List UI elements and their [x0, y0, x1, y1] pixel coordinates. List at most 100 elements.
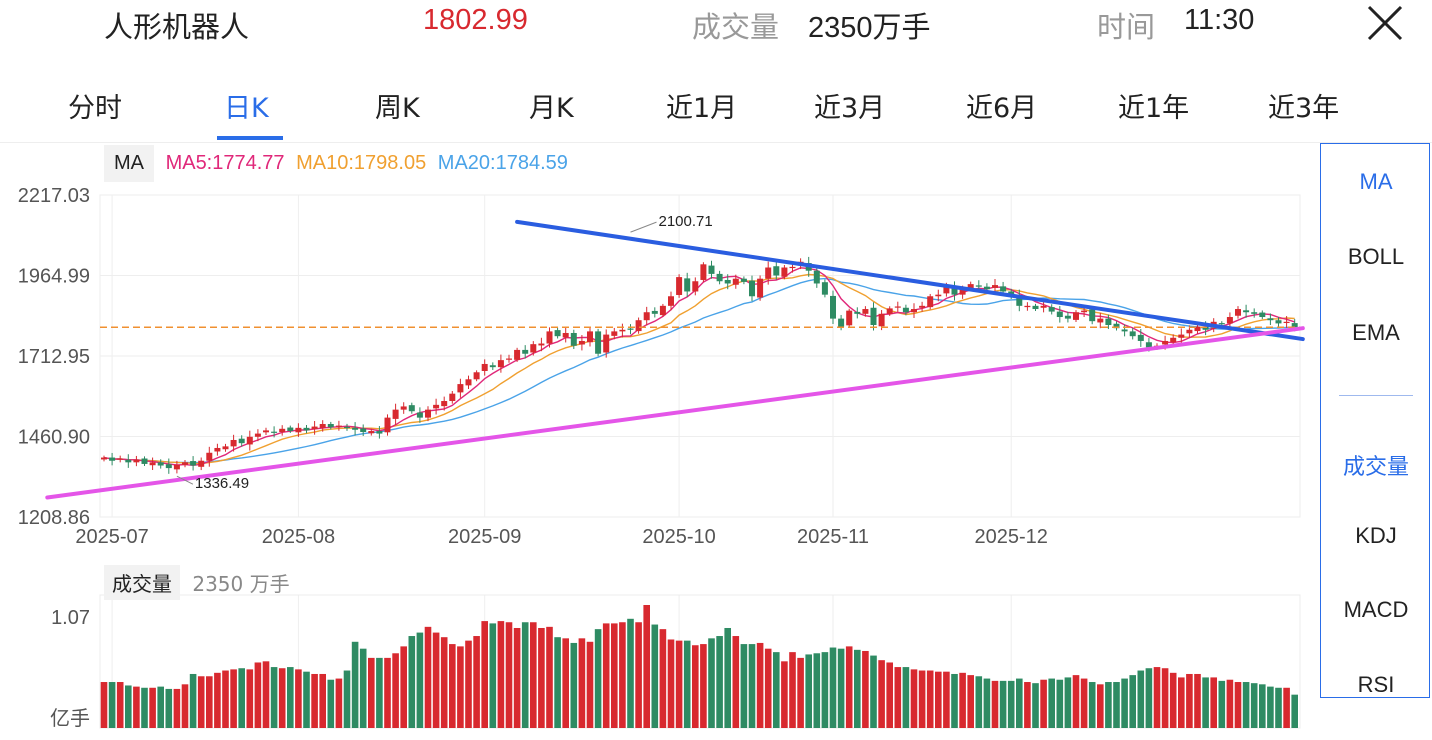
- candle-body: [1291, 323, 1298, 328]
- candle-body: [149, 462, 156, 466]
- indicator-rsi[interactable]: RSI: [1357, 672, 1395, 697]
- volume-bar: [432, 632, 440, 728]
- candle-body: [449, 393, 456, 402]
- candle-body: [627, 328, 634, 330]
- candle-body: [1243, 310, 1250, 313]
- candle-body: [692, 281, 699, 292]
- candle-body: [1259, 312, 1266, 318]
- tab-1-month[interactable]: 近1月: [666, 93, 738, 124]
- candle: [376, 426, 383, 439]
- tab-daily-k[interactable]: 日K: [224, 93, 269, 124]
- volume-bar: [368, 657, 375, 728]
- volume-bars: [100, 605, 1298, 728]
- candle-body: [117, 458, 124, 460]
- indicator-ma[interactable]: MA: [1359, 169, 1393, 194]
- candle: [457, 378, 464, 398]
- volume-bar: [643, 605, 650, 728]
- candle-body: [959, 289, 966, 295]
- candle-body: [1186, 329, 1193, 334]
- candle: [643, 306, 650, 326]
- ma5-line: [103, 267, 1295, 467]
- close-icon[interactable]: [1366, 4, 1404, 42]
- tab-weekly-k[interactable]: 周K: [375, 93, 420, 124]
- candle: [619, 323, 626, 338]
- volume-bar: [675, 640, 683, 728]
- candle-body: [271, 431, 278, 433]
- volume-bar: [700, 644, 707, 728]
- tab-intraday[interactable]: 分时: [68, 93, 122, 124]
- candle-body: [1226, 317, 1233, 324]
- candle: [700, 262, 707, 283]
- volume-bar: [619, 622, 626, 728]
- candle-body: [327, 424, 334, 428]
- candle: [1024, 302, 1031, 311]
- candle: [546, 327, 553, 348]
- volume-bar: [991, 680, 999, 728]
- candle-body: [141, 458, 148, 464]
- volume-legend: 成交量 2350 万手: [104, 565, 290, 600]
- candle: [271, 426, 278, 438]
- volume-bar: [173, 688, 181, 728]
- volume-y-tick: 1.07: [51, 607, 90, 629]
- indicator-ema[interactable]: EMA: [1352, 320, 1400, 345]
- volume-bar: [1097, 684, 1104, 728]
- candle: [449, 390, 456, 404]
- candle-body: [619, 329, 626, 332]
- volume-bar: [773, 652, 780, 728]
- volume-bar: [797, 657, 804, 728]
- candle: [109, 452, 116, 466]
- candle-body: [1032, 305, 1039, 310]
- candle-body: [1170, 337, 1177, 343]
- volume-bar: [254, 662, 262, 728]
- candle-body: [457, 384, 464, 393]
- volume-bar: [1226, 679, 1234, 728]
- candle-body: [732, 278, 739, 285]
- candle-body: [789, 266, 796, 269]
- candle: [1048, 304, 1055, 315]
- indicator-macd[interactable]: MACD: [1343, 597, 1409, 622]
- volume-bar: [918, 670, 926, 728]
- candle: [692, 277, 699, 296]
- indicator-boll[interactable]: BOLL: [1347, 244, 1405, 269]
- indicator-kdj[interactable]: KDJ: [1355, 523, 1397, 548]
- volume-bar: [805, 654, 812, 728]
- volume-bar: [1113, 682, 1120, 728]
- tab-monthly-k[interactable]: 月K: [529, 93, 574, 124]
- candle: [1040, 301, 1047, 313]
- candle: [716, 270, 723, 285]
- candle-body: [497, 360, 504, 368]
- candle-body: [465, 379, 472, 386]
- indicator-volume[interactable]: 成交量: [1342, 454, 1409, 479]
- candle-body: [222, 446, 229, 450]
- candle-body: [522, 349, 529, 354]
- candlestick-series: [101, 256, 1298, 474]
- high-price-label: 2100.71: [659, 213, 713, 230]
- tab-3-months[interactable]: 近3月: [814, 93, 886, 124]
- volume-bar: [1056, 679, 1064, 728]
- candle-body: [1056, 311, 1063, 318]
- tab-3-years[interactable]: 近3年: [1268, 93, 1340, 124]
- volume-bar: [1145, 668, 1153, 728]
- candle-body: [1178, 334, 1185, 338]
- candle-body: [384, 417, 391, 433]
- ma-legend: MA MA5:1774.77 MA10:1798.05 MA20:1784.59: [104, 145, 568, 183]
- volume-bar: [246, 669, 254, 728]
- volume-bar: [554, 637, 561, 728]
- ma10-line: [103, 273, 1295, 465]
- candle-body: [927, 296, 934, 308]
- volume-bar: [262, 661, 270, 728]
- candle-body: [173, 464, 180, 470]
- volume-legend-label: 成交量: [104, 565, 180, 600]
- candle-body: [352, 427, 359, 430]
- volume-bar: [845, 646, 853, 728]
- candle-body: [773, 266, 780, 276]
- candle-body: [481, 363, 488, 371]
- candle: [497, 354, 504, 373]
- volume-bar: [424, 626, 432, 728]
- candle-body: [425, 409, 431, 418]
- candle: [935, 289, 942, 302]
- tab-6-months[interactable]: 近6月: [966, 93, 1038, 124]
- tab-1-year[interactable]: 近1年: [1118, 93, 1190, 124]
- candle-body: [1218, 323, 1225, 325]
